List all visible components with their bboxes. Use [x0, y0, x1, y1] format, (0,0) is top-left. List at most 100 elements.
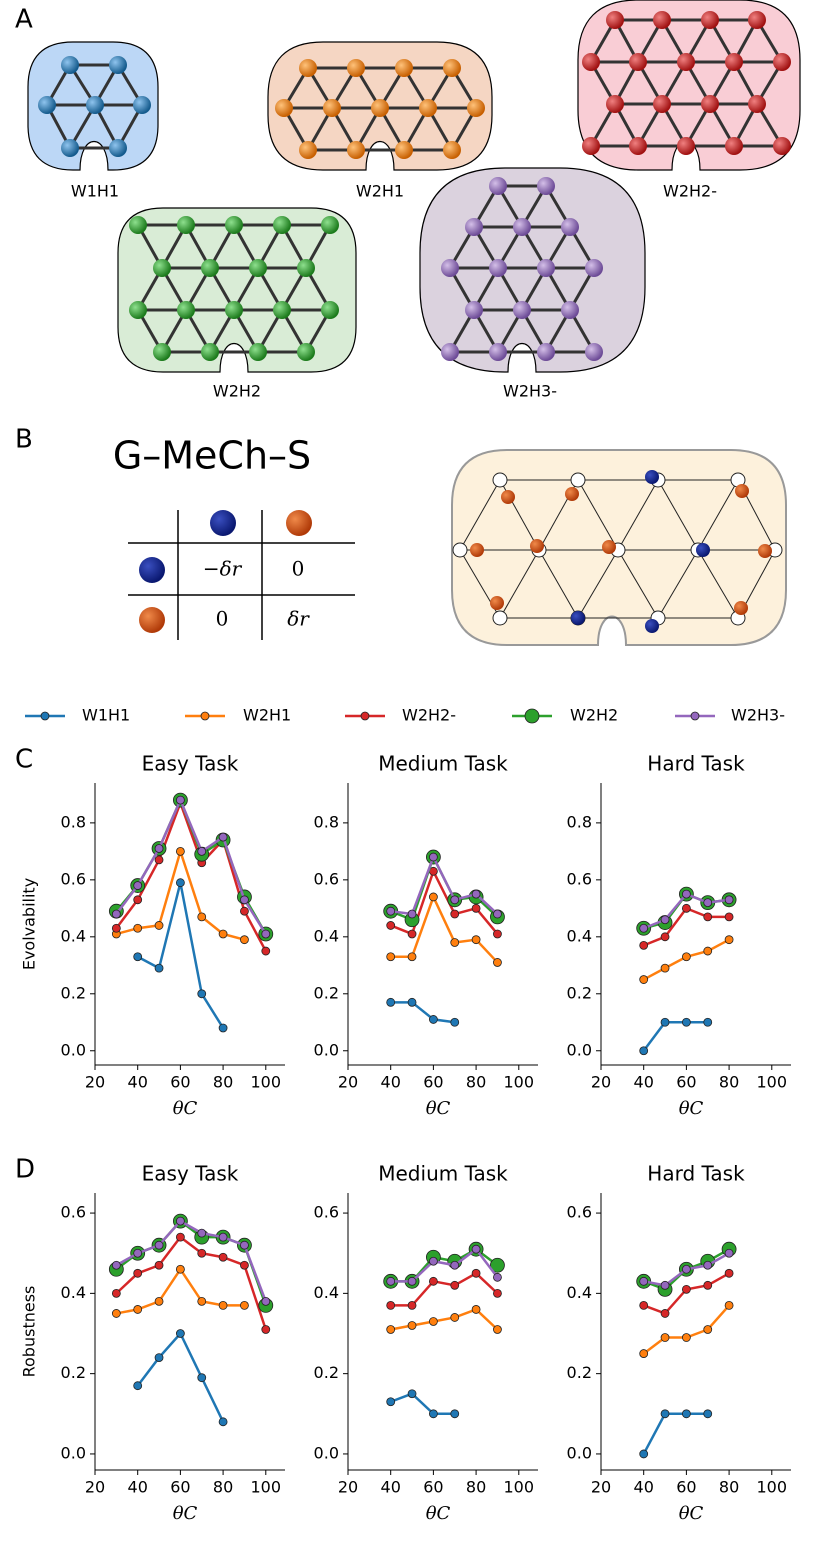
data-point: [660, 963, 670, 973]
orange-particle: [758, 544, 772, 558]
network-node: [561, 301, 579, 319]
data-point: [660, 1409, 670, 1419]
data-point: [175, 1264, 185, 1274]
network-node: [537, 259, 555, 277]
network-node: [725, 53, 743, 71]
data-point: [111, 1309, 121, 1318]
series-line: [390, 1001, 455, 1024]
data-point: [639, 1349, 649, 1358]
network-node: [177, 301, 195, 319]
data-point: [471, 903, 481, 913]
x-tick-label: 80: [213, 1478, 233, 1497]
network-node: [701, 95, 719, 113]
data-point: [154, 963, 164, 973]
series-line: [115, 796, 267, 935]
x-tick-label: 80: [466, 1478, 486, 1497]
chart-title: Easy Task: [142, 1162, 239, 1186]
network-node: [582, 137, 600, 155]
data-point: [407, 1389, 417, 1399]
data-point: [639, 940, 649, 950]
network-node: [419, 99, 437, 117]
mechanism-node: [492, 472, 508, 488]
orange-particle: [734, 601, 748, 615]
x-tick-label: 80: [719, 1478, 739, 1497]
data-point: [154, 921, 164, 930]
data-point: [703, 1325, 713, 1334]
data-point: [724, 912, 734, 922]
data-point: [407, 997, 417, 1007]
data-point: [240, 906, 249, 916]
data-point: [681, 889, 691, 899]
network-node: [61, 56, 79, 74]
data-point: [639, 1276, 649, 1286]
network-node: [299, 141, 317, 159]
data-point: [218, 1232, 228, 1242]
network-node: [273, 216, 291, 234]
x-axis-label: θC: [679, 1503, 704, 1524]
panel-label: D: [15, 1155, 35, 1185]
data-point: [493, 1288, 502, 1298]
y-tick-label: 0.0: [61, 1443, 86, 1462]
data-point: [724, 935, 734, 945]
data-point: [450, 1280, 460, 1290]
data-point: [639, 1301, 649, 1310]
network-node: [249, 343, 267, 361]
y-tick-label: 0.8: [567, 812, 592, 831]
network-node: [489, 259, 507, 277]
y-tick-label: 0.4: [61, 1283, 86, 1302]
orange-particle: [565, 487, 579, 501]
series-line: [390, 1307, 499, 1331]
mechanism-edge: [697, 479, 739, 551]
mechanism-edge: [657, 549, 699, 619]
y-tick-label: 0.0: [314, 1443, 339, 1462]
data-point: [261, 946, 271, 956]
x-tick-label: 40: [381, 1073, 401, 1092]
data-point: [111, 1260, 121, 1270]
data-point: [154, 855, 164, 865]
data-point: [386, 952, 396, 962]
legend-marker: [524, 708, 540, 724]
network-node: [347, 59, 365, 77]
network-label: W2H1: [356, 182, 404, 201]
data-point: [471, 889, 481, 899]
x-tick-label: 80: [213, 1073, 233, 1092]
data-point: [261, 929, 271, 939]
data-point: [133, 952, 143, 962]
blue-particle: [645, 619, 659, 633]
data-point: [240, 895, 249, 905]
y-tick-label: 0.0: [567, 1443, 592, 1462]
data-point: [471, 1244, 481, 1254]
data-point: [197, 1248, 207, 1258]
network-node: [629, 53, 647, 71]
legend-marker: [40, 711, 50, 721]
data-point: [450, 1017, 460, 1027]
data-point: [133, 923, 143, 933]
mechanism-node: [492, 610, 508, 626]
network-node: [465, 218, 483, 236]
network-node: [321, 301, 339, 319]
data-point: [681, 1264, 691, 1274]
network-node: [537, 177, 555, 195]
data-point: [175, 878, 185, 888]
series-line: [390, 853, 499, 916]
network-node: [537, 343, 555, 361]
network-node: [371, 99, 389, 117]
network-node: [748, 95, 766, 113]
data-point: [240, 1260, 249, 1270]
data-point: [703, 898, 713, 908]
y-tick-label: 0.6: [314, 1203, 339, 1222]
data-point: [133, 1248, 143, 1258]
blue-particle: [645, 470, 659, 484]
orange-particle: [530, 539, 544, 553]
data-point: [660, 1017, 670, 1027]
network-node: [773, 137, 791, 155]
x-tick-label: 60: [423, 1073, 443, 1092]
network-node: [395, 141, 413, 159]
y-tick-label: 0.6: [314, 869, 339, 888]
y-tick-label: 0.4: [61, 926, 86, 945]
table-cell: 0: [292, 557, 305, 581]
y-tick-label: 0.4: [314, 1283, 339, 1302]
network-node: [653, 95, 671, 113]
data-point: [493, 1325, 502, 1334]
